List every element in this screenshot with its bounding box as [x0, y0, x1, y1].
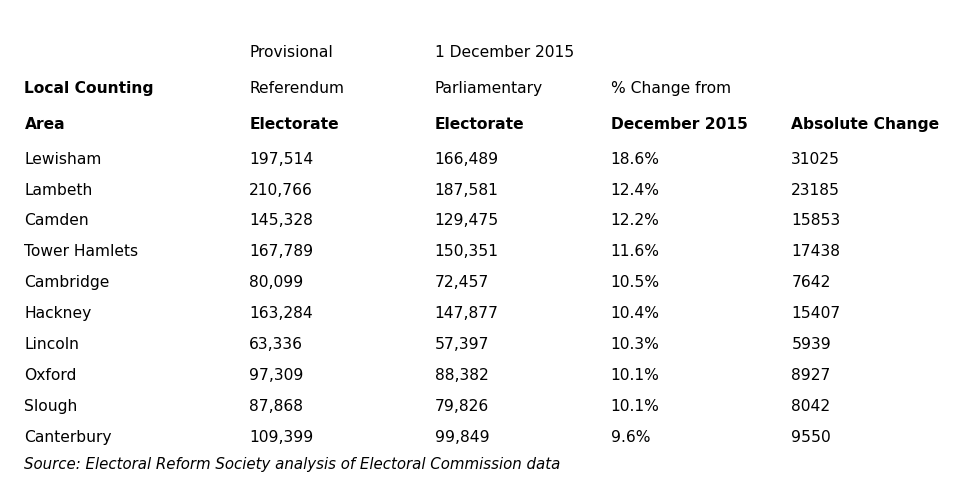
- Text: 12.4%: 12.4%: [611, 183, 659, 198]
- Text: 163,284: 163,284: [249, 306, 313, 321]
- Text: 150,351: 150,351: [435, 245, 499, 259]
- Text: 11.6%: 11.6%: [611, 245, 659, 259]
- Text: Tower Hamlets: Tower Hamlets: [24, 245, 139, 259]
- Text: 5939: 5939: [791, 337, 831, 352]
- Text: 23185: 23185: [791, 183, 840, 198]
- Text: 99,849: 99,849: [435, 430, 489, 445]
- Text: Lewisham: Lewisham: [24, 152, 102, 166]
- Text: 129,475: 129,475: [435, 213, 499, 228]
- Text: 1 December 2015: 1 December 2015: [435, 45, 574, 60]
- Text: Cambridge: Cambridge: [24, 275, 109, 290]
- Text: Source: Electoral Reform Society analysis of Electoral Commission data: Source: Electoral Reform Society analysi…: [24, 457, 561, 472]
- Text: 79,826: 79,826: [435, 399, 489, 413]
- Text: Camden: Camden: [24, 213, 89, 228]
- Text: Canterbury: Canterbury: [24, 430, 112, 445]
- Text: Referendum: Referendum: [249, 81, 344, 96]
- Text: 10.1%: 10.1%: [611, 399, 659, 413]
- Text: Absolute Change: Absolute Change: [791, 117, 940, 131]
- Text: Hackney: Hackney: [24, 306, 92, 321]
- Text: 97,309: 97,309: [249, 368, 304, 383]
- Text: 167,789: 167,789: [249, 245, 314, 259]
- Text: 109,399: 109,399: [249, 430, 314, 445]
- Text: Parliamentary: Parliamentary: [435, 81, 543, 96]
- Text: Slough: Slough: [24, 399, 78, 413]
- Text: % Change from: % Change from: [611, 81, 731, 96]
- Text: 17438: 17438: [791, 245, 840, 259]
- Text: 63,336: 63,336: [249, 337, 303, 352]
- Text: Area: Area: [24, 117, 65, 131]
- Text: 197,514: 197,514: [249, 152, 314, 166]
- Text: 80,099: 80,099: [249, 275, 304, 290]
- Text: Electorate: Electorate: [435, 117, 525, 131]
- Text: Lambeth: Lambeth: [24, 183, 93, 198]
- Text: 31025: 31025: [791, 152, 840, 166]
- Text: 166,489: 166,489: [435, 152, 499, 166]
- Text: 187,581: 187,581: [435, 183, 498, 198]
- Text: December 2015: December 2015: [611, 117, 747, 131]
- Text: 88,382: 88,382: [435, 368, 488, 383]
- Text: 12.2%: 12.2%: [611, 213, 659, 228]
- Text: 7642: 7642: [791, 275, 830, 290]
- Text: 9.6%: 9.6%: [611, 430, 650, 445]
- Text: 10.1%: 10.1%: [611, 368, 659, 383]
- Text: 210,766: 210,766: [249, 183, 313, 198]
- Text: 8042: 8042: [791, 399, 830, 413]
- Text: 87,868: 87,868: [249, 399, 303, 413]
- Text: 8927: 8927: [791, 368, 830, 383]
- Text: 18.6%: 18.6%: [611, 152, 659, 166]
- Text: Electorate: Electorate: [249, 117, 339, 131]
- Text: Lincoln: Lincoln: [24, 337, 79, 352]
- Text: 10.5%: 10.5%: [611, 275, 659, 290]
- Text: Oxford: Oxford: [24, 368, 77, 383]
- Text: 72,457: 72,457: [435, 275, 489, 290]
- Text: 10.4%: 10.4%: [611, 306, 659, 321]
- Text: 145,328: 145,328: [249, 213, 313, 228]
- Text: Local Counting: Local Counting: [24, 81, 154, 96]
- Text: 10.3%: 10.3%: [611, 337, 659, 352]
- Text: 147,877: 147,877: [435, 306, 499, 321]
- Text: Provisional: Provisional: [249, 45, 333, 60]
- Text: 15853: 15853: [791, 213, 840, 228]
- Text: 57,397: 57,397: [435, 337, 489, 352]
- Text: 9550: 9550: [791, 430, 831, 445]
- Text: 15407: 15407: [791, 306, 840, 321]
